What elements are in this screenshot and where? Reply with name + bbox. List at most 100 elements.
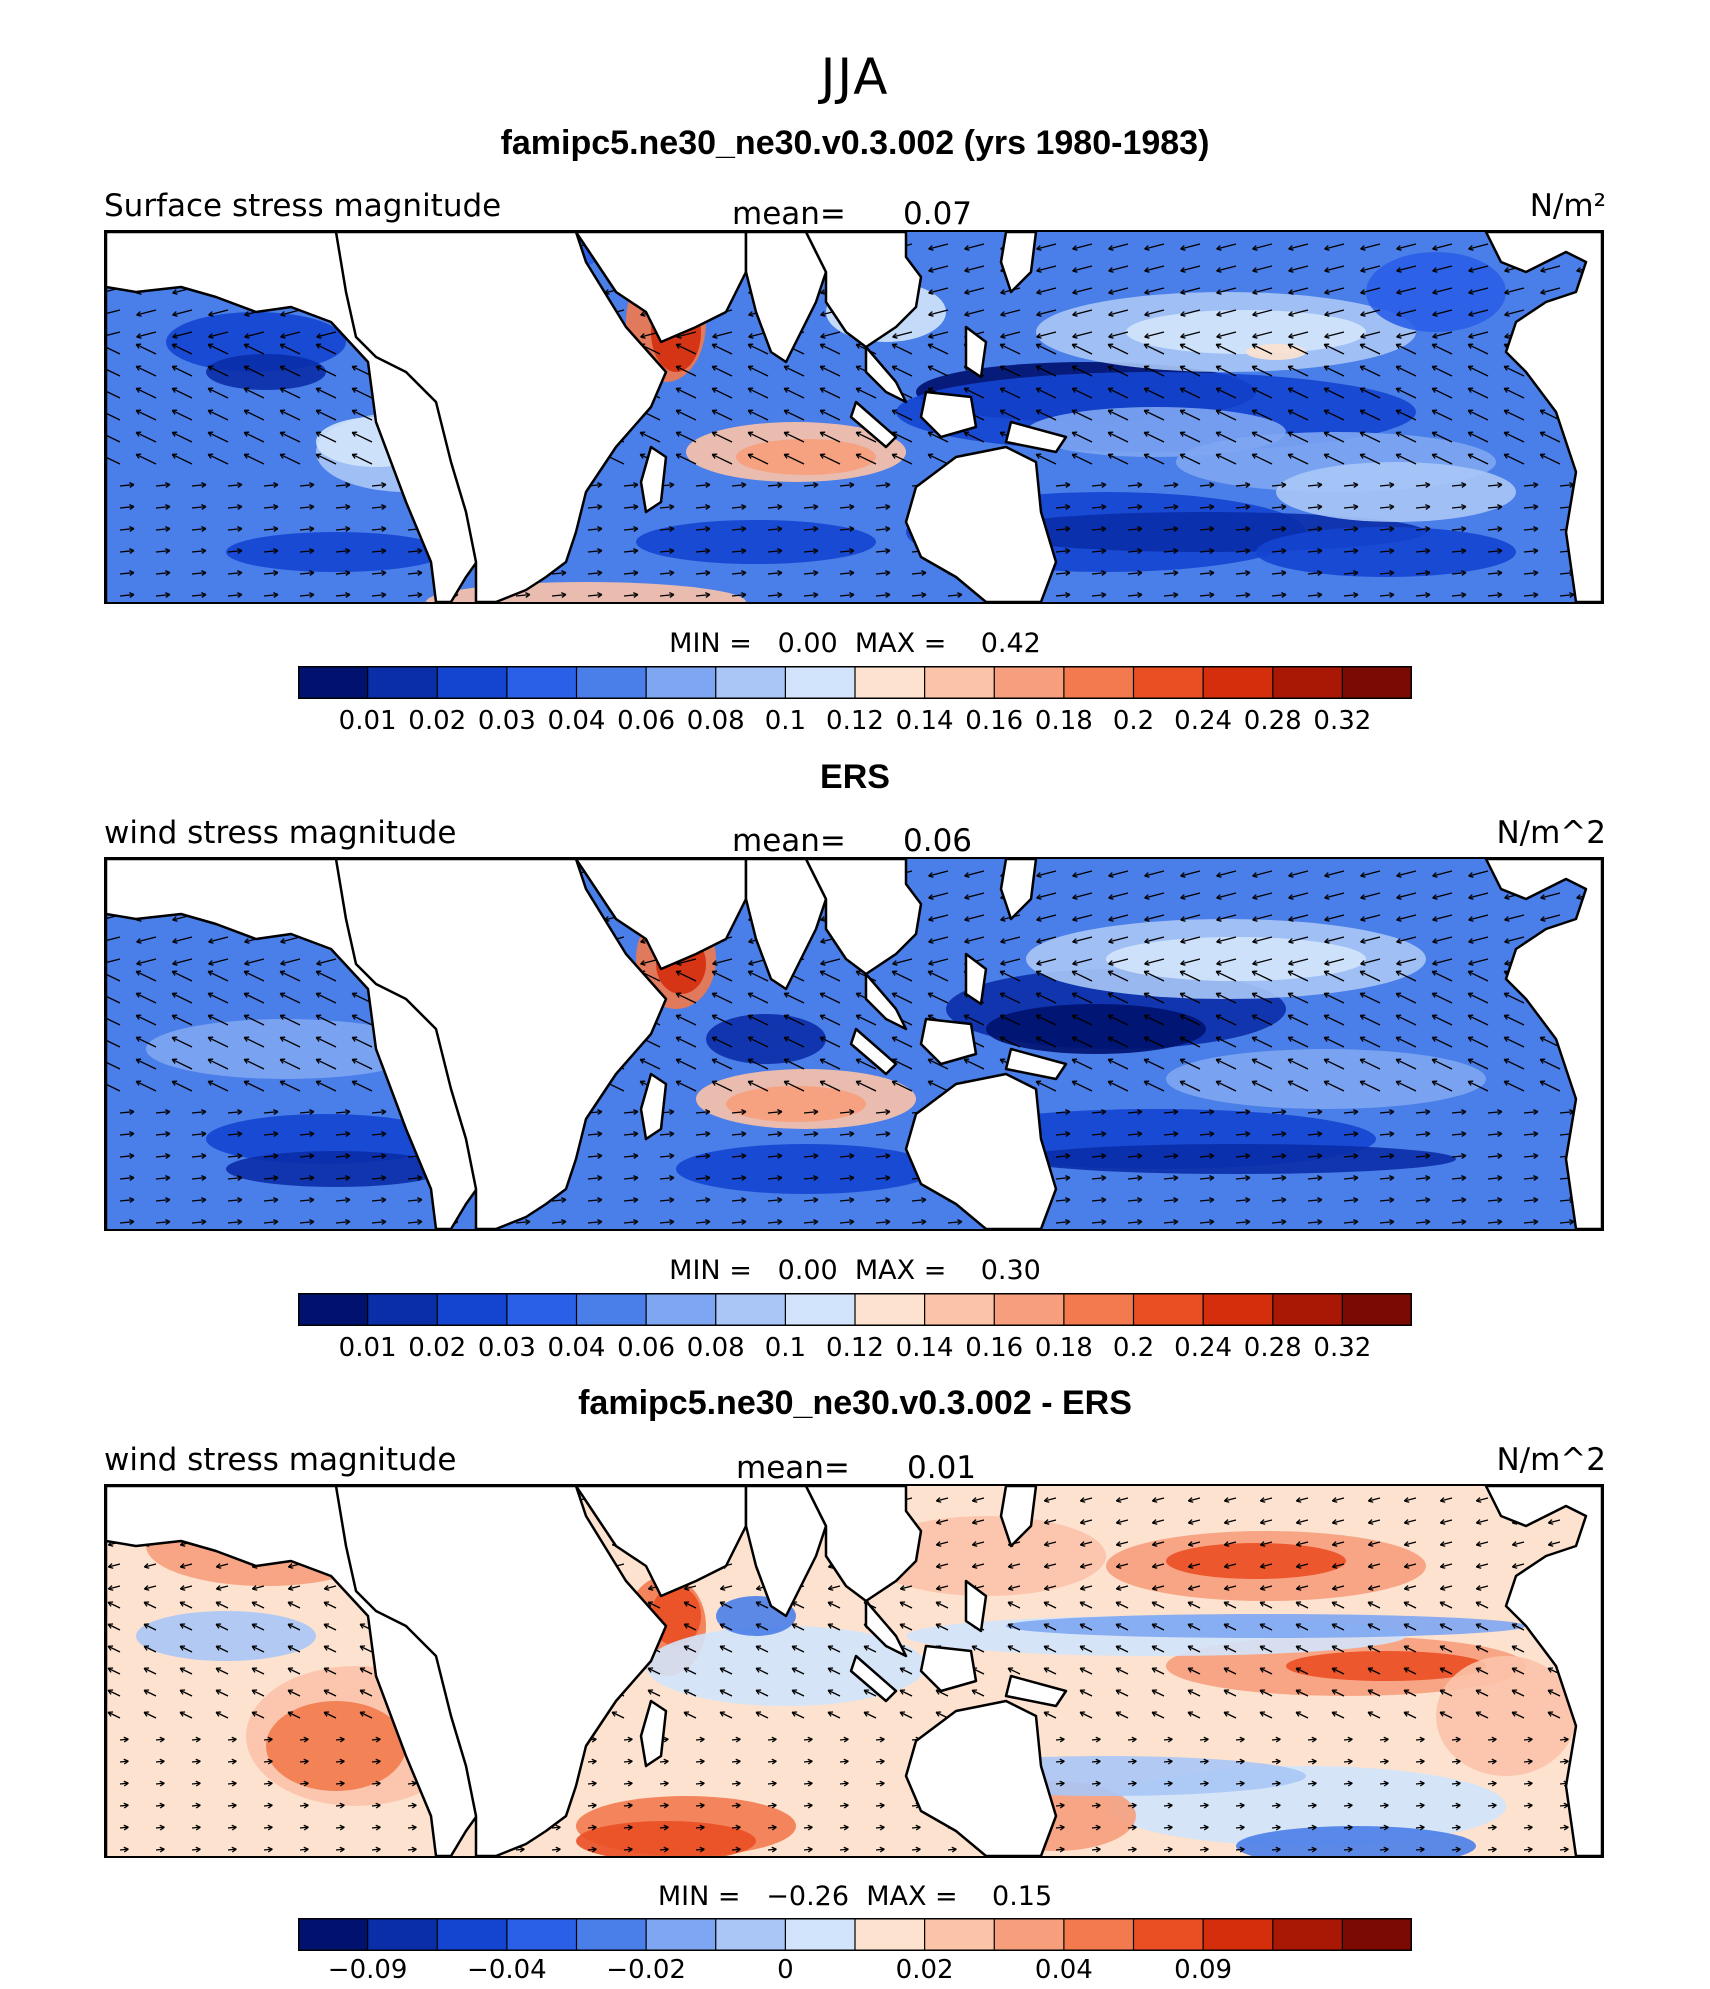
africa-main [334,1486,668,1856]
colorbar-swatch [1341,1918,1412,1951]
variable-label-diff: wind stress magnitude [104,1442,457,1478]
colorbar-tick-label: 0.04 [547,1333,606,1363]
colorbar-tick-label: 0 [777,1955,794,1985]
units-label-model: N/m² [1529,188,1606,224]
units-label-obs: N/m^2 [1496,815,1606,851]
colorbar-swatch [367,1293,439,1326]
colorbar-swatch [924,1293,996,1326]
madagascar [639,445,668,514]
colorbar-tick-label: 0.09 [1174,1955,1233,1985]
colorbar-swatch [1272,1293,1344,1326]
colorbar-swatch [1063,1918,1135,1951]
colorbar-swatch [436,1293,508,1326]
colorbar-swatch [298,1918,369,1951]
colorbar-tick-label: 0.18 [1034,706,1093,736]
colorbar-tick-label: 0.2 [1112,706,1155,736]
colorbar-swatch [1272,666,1344,699]
land-masses [106,232,1602,602]
americas-land [1484,859,1602,1229]
colorbar-swatch [575,666,648,699]
japan [999,859,1038,921]
asia-land [804,232,923,349]
colorbar-tick-label: −0.02 [606,1955,686,1985]
colorbar-swatch [645,1918,717,1951]
colorbar-tick-label: 0.01 [338,706,397,736]
colorbar-tick-label: 0.03 [477,1333,536,1363]
map-panel-model [104,230,1604,604]
colorbar-tick-label: 0.2 [1112,1333,1155,1363]
colorbar-swatch [298,666,369,699]
americas-land [1484,232,1602,602]
philippines [964,952,988,1006]
sumatra [849,400,898,449]
colorbar-swatch [715,666,787,699]
asia-land [804,859,923,976]
colorbar-ticks-model: 0.01 0.02 0.03 0.04 0.06 0.08 0.1 0.12 0.14 0.16 0… [298,706,1412,740]
colorbar-swatch [924,666,996,699]
colorbar-tick-label: 0.32 [1313,1333,1372,1363]
colorbar-tick-label: 0.14 [895,706,954,736]
philippines [964,1579,988,1633]
colorbar-swatch [854,1918,926,1951]
colorbar-tick-label: 0.06 [617,1333,676,1363]
colorbar-swatch [645,666,717,699]
colorbar-swatch [1341,666,1412,699]
colorbar-tick-label: 0.08 [686,706,745,736]
sumatra [849,1027,898,1076]
colorbar-tick-label: 0.08 [686,1333,745,1363]
map-panel-obs [104,857,1604,1231]
colorbar-tick-label: 0.1 [764,1333,807,1363]
colorbar-swatch [715,1293,787,1326]
colorbar-swatch [645,1293,717,1326]
philippines [964,325,988,379]
borneo [919,1017,978,1066]
newguinea [1004,1047,1068,1081]
minmax-model: MIN = 0.00 MAX = 0.42 [669,628,1041,659]
colorbar-tick-label: 0.24 [1174,706,1233,736]
colorbar-tick-label: 0.04 [547,706,606,736]
indochina [864,972,908,1031]
minmax-diff: MIN = −0.26 MAX = 0.15 [657,1881,1053,1912]
colorbar-tick-label: 0.06 [617,706,676,736]
borneo [919,390,978,439]
colorbar-tick-label: 0.01 [338,1333,397,1363]
colorbar-swatch [993,1918,1065,1951]
colorbar-swatch [784,666,857,699]
colorbar-tick-label: 0.28 [1243,706,1302,736]
colorbar-tick-label: 0.32 [1313,706,1372,736]
australia [904,445,1058,602]
colorbar-tick-label: 0.16 [965,706,1024,736]
colorbar-swatch [993,1293,1065,1326]
colorbar-tick-label: 0.03 [477,706,536,736]
colorbar-swatch [436,666,508,699]
colorbar-tick-label: 0.16 [965,1333,1024,1363]
colorbar-swatch [506,1293,578,1326]
mean-value-diff: 0.01 [907,1450,977,1486]
colorbar-tick-label: 0.12 [826,706,884,736]
colorbar-tick-label: 0.24 [1174,1333,1233,1363]
land-masses [106,859,1602,1229]
colorbar-swatch [1272,1918,1344,1951]
variable-label-obs: wind stress magnitude [104,815,457,851]
colorbar-obs [298,1293,1412,1326]
colorbar-swatch [1202,1918,1274,1951]
colorbar-tick-label: −0.04 [467,1955,547,1985]
colorbar-swatch [715,1918,787,1951]
colorbar-tick-label: −0.09 [327,1955,408,1985]
colorbar-swatch [575,1918,648,1951]
colorbar-swatch [436,1918,508,1951]
madagascar [639,1699,668,1768]
units-label-diff: N/m^2 [1496,1442,1606,1478]
colorbar-tick-label: 0.14 [895,1333,954,1363]
colorbar-swatch [506,1918,578,1951]
borneo [919,1644,978,1693]
japan [999,1486,1038,1548]
colorbar-swatch [1341,1293,1412,1326]
colorbar-tick-label: 0.02 [408,1333,467,1363]
colorbar-swatch [1132,1918,1205,1951]
colorbar-swatch [993,666,1065,699]
colorbar-swatch [298,1293,369,1326]
variable-label-model: Surface stress magnitude [104,188,502,224]
colorbar-tick-label: 0.02 [895,1955,954,1985]
panel-title-obs: ERS [820,758,890,796]
